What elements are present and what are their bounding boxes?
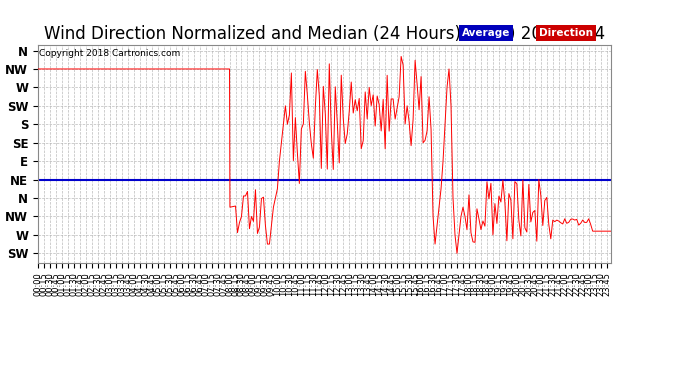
- Text: Copyright 2018 Cartronics.com: Copyright 2018 Cartronics.com: [39, 50, 180, 58]
- Text: Direction: Direction: [539, 28, 593, 38]
- Title: Wind Direction Normalized and Median (24 Hours) (New) 20180724: Wind Direction Normalized and Median (24…: [43, 26, 605, 44]
- Text: Average: Average: [462, 28, 510, 38]
